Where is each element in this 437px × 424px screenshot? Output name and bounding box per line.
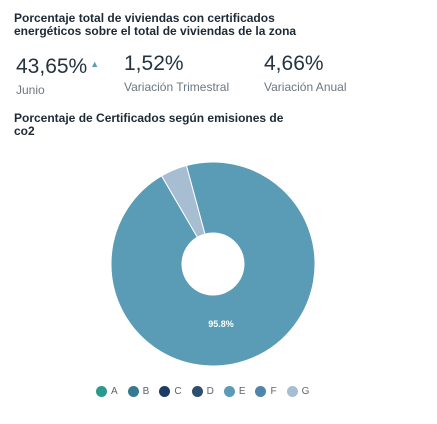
stat-annual-value: 4,66% — [264, 52, 324, 75]
legend-item-C[interactable]: C — [159, 386, 182, 397]
stat-total-label: Junio — [16, 83, 45, 97]
stat-quarterly: 1,52% Variación Trimestral — [124, 52, 229, 94]
legend-label-B: B — [142, 386, 150, 397]
legend-swatch-E — [223, 386, 235, 397]
legend-label-C: C — [174, 386, 182, 397]
chart-title: Porcentaje de Certificados según emision… — [14, 111, 284, 138]
stat-quarterly-label: Variación Trimestral — [124, 80, 230, 94]
legend-label-E: E — [238, 386, 246, 397]
legend-item-B[interactable]: B — [127, 386, 150, 397]
legend-swatch-C — [159, 386, 171, 397]
legend-item-D[interactable]: D — [191, 386, 214, 397]
legend-label-D: D — [206, 386, 214, 397]
legend-label-F: F — [270, 386, 277, 397]
chart-legend: A B C D E F G — [96, 386, 309, 397]
legend-item-F[interactable]: F — [255, 386, 277, 397]
stat-annual-label: Variación Anual — [264, 80, 347, 94]
trend-up-icon: ▲ — [90, 59, 100, 69]
stat-total: 43,65% ▲ Junio — [16, 52, 99, 97]
legend-swatch-G — [286, 386, 298, 397]
data-label-E: 95.8% — [208, 319, 234, 329]
donut-chart: 95.8% — [110, 161, 316, 367]
legend-item-E[interactable]: E — [223, 386, 246, 397]
legend-swatch-F — [255, 386, 267, 397]
legend-item-G[interactable]: G — [286, 386, 310, 397]
legend-item-A[interactable]: A — [96, 386, 118, 397]
stat-quarterly-value: 1,52% — [124, 52, 184, 75]
widget-title: Porcentaje total de viviendas con certif… — [14, 11, 297, 38]
legend-label-A: A — [111, 386, 118, 397]
stat-total-value: 43,65% — [16, 55, 88, 78]
slice-G[interactable] — [160, 164, 206, 238]
legend-swatch-A — [96, 386, 107, 397]
legend-swatch-B — [127, 386, 139, 397]
legend-label-G: G — [301, 386, 310, 397]
stat-annual: 4,66% Variación Anual — [264, 52, 347, 94]
slice-E[interactable] — [110, 161, 316, 367]
legend-swatch-D — [191, 386, 203, 397]
